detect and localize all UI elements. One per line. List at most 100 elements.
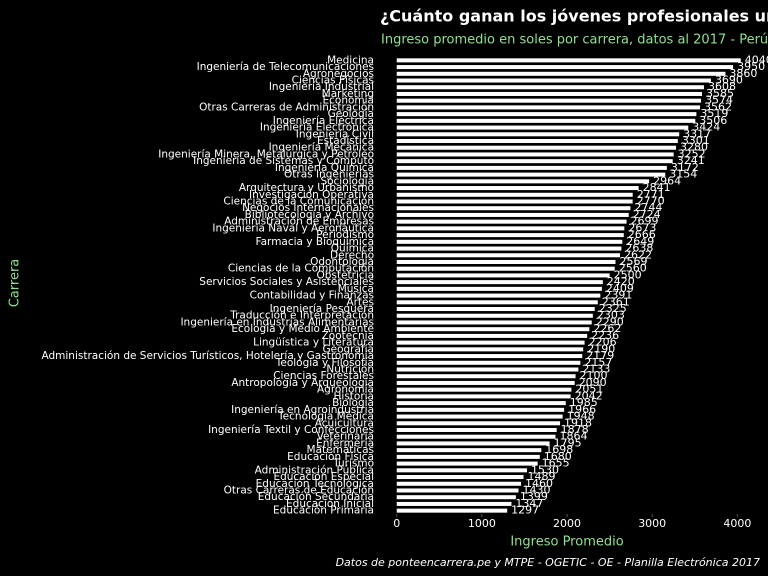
value-label: 3172 xyxy=(671,161,699,174)
bar xyxy=(396,488,519,493)
bar xyxy=(396,441,550,446)
bar xyxy=(396,98,702,103)
bar xyxy=(396,233,624,238)
bar xyxy=(396,421,561,426)
y-tick-label: Veterinaria xyxy=(317,431,374,443)
bar xyxy=(396,159,673,164)
bar xyxy=(396,118,696,123)
y-tick-label: Ingeniería en Industrias Alimentarias xyxy=(180,316,374,328)
x-tick-label: 4000 xyxy=(723,517,751,530)
y-tick-label: Marketing xyxy=(322,88,374,100)
bar xyxy=(396,65,734,70)
value-label: 2622 xyxy=(624,248,652,261)
bar xyxy=(396,219,627,224)
bar xyxy=(396,286,602,291)
value-label: 3585 xyxy=(706,87,734,100)
bar xyxy=(396,172,666,177)
value-label: 1460 xyxy=(525,477,553,490)
y-tick-label: Bibliotecología y Archivo xyxy=(245,209,374,221)
value-label: 3252 xyxy=(678,147,706,160)
y-tick-label: Estadística xyxy=(317,135,374,147)
bar xyxy=(396,374,576,379)
value-label: 3317 xyxy=(683,127,711,140)
value-label: 3690 xyxy=(715,74,743,87)
bar xyxy=(396,394,571,399)
value-label: 1430 xyxy=(523,483,551,496)
bar xyxy=(396,78,711,83)
bar xyxy=(396,192,633,197)
y-tick-label: Química xyxy=(331,243,374,255)
y-tick-label: Turismo xyxy=(332,458,374,470)
value-label: 2262 xyxy=(593,322,621,335)
bar xyxy=(396,340,585,345)
y-tick-label: Ingeniería Electrónica xyxy=(260,122,374,134)
y-tick-label: Odontología xyxy=(310,256,374,268)
value-label: 1297 xyxy=(511,504,539,517)
y-tick-label: Farmacia y Bioquímica xyxy=(256,236,374,248)
value-label: 3562 xyxy=(704,100,732,113)
bar xyxy=(396,495,516,500)
bar xyxy=(396,226,625,231)
y-tick-label: Educación Inicial xyxy=(286,498,374,510)
y-tick-label: Investigación Operativa xyxy=(249,189,374,201)
value-label: 2290 xyxy=(596,315,624,328)
y-tick-label: Otras Carreras de Educación xyxy=(224,484,374,496)
bar xyxy=(396,105,701,110)
y-tick-label: Matemáticas xyxy=(307,444,374,456)
bar xyxy=(396,320,592,325)
y-tick-label: Obstetricia xyxy=(317,269,374,281)
y-tick-label: Ecología y Medio Ambiente xyxy=(231,323,374,335)
y-tick-label: Ingeniería Mecánica xyxy=(269,142,374,154)
value-label: 3950 xyxy=(737,60,765,73)
y-tick-label: Ingeniería Industrial xyxy=(269,81,374,93)
y-tick-label: Ciencias Físicas xyxy=(292,75,374,87)
value-label: 2638 xyxy=(625,242,653,255)
bar xyxy=(396,280,603,285)
x-axis-label: Ingreso Promedio xyxy=(510,535,623,550)
bar xyxy=(396,253,621,258)
value-label: 2420 xyxy=(607,275,635,288)
bar xyxy=(396,360,581,365)
bar xyxy=(396,468,528,473)
y-tick-label: Ingeniería en Agroindustria xyxy=(231,404,374,416)
value-label: 2673 xyxy=(628,221,656,234)
y-tick-label: Derecho xyxy=(330,249,374,261)
value-label: 2133 xyxy=(582,363,610,376)
y-tick-label: Acuicultura xyxy=(315,417,374,429)
bar xyxy=(396,199,633,204)
value-label: 1698 xyxy=(545,443,573,456)
bar xyxy=(396,327,590,332)
bar xyxy=(396,380,575,385)
bar xyxy=(396,259,616,264)
x-tick-label: 2000 xyxy=(553,517,581,530)
value-label: 1918 xyxy=(564,416,592,429)
y-tick-label: Ciencias Forestales xyxy=(273,370,374,382)
bar xyxy=(396,58,741,63)
bar xyxy=(396,266,615,271)
value-label: 3860 xyxy=(729,67,757,80)
bar xyxy=(396,481,522,486)
y-tick-label: Agronegocios xyxy=(303,68,374,80)
value-label: 2569 xyxy=(619,255,647,268)
value-label: 2179 xyxy=(586,349,614,362)
bar xyxy=(396,347,584,352)
y-tick-label: Servicios Sociales y Asistenciales xyxy=(199,276,374,288)
value-label: 3154 xyxy=(669,168,697,181)
value-label: 1795 xyxy=(554,436,582,449)
value-label: 2190 xyxy=(587,342,615,355)
bar xyxy=(396,239,623,244)
bar xyxy=(396,293,601,298)
value-label: 2206 xyxy=(589,336,617,349)
bar xyxy=(396,91,703,96)
value-label: 3608 xyxy=(708,80,736,93)
y-tick-label: Educación Primaria xyxy=(273,505,374,517)
bar xyxy=(396,501,512,506)
y-tick-label: Ingeniería Civil xyxy=(296,128,374,140)
y-tick-label: Economía xyxy=(323,95,375,107)
bar xyxy=(396,448,542,453)
y-tick-label: Administración de Empresas xyxy=(224,216,374,228)
y-tick-label: Nutrición xyxy=(326,364,374,376)
value-label: 2724 xyxy=(633,208,661,221)
bar xyxy=(396,152,674,157)
caption: Datos de ponteencarrera.pe y MTPE - OGET… xyxy=(336,556,760,569)
